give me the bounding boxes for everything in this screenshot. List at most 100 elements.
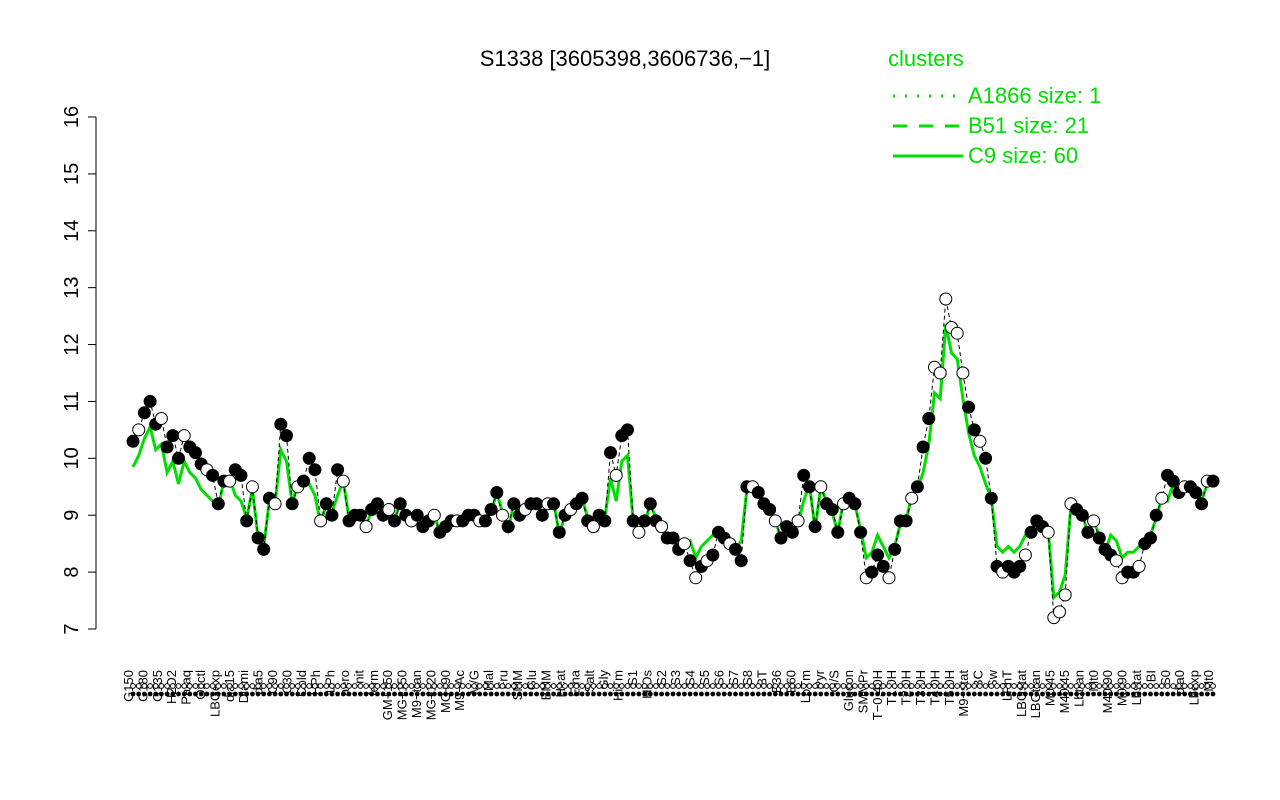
data-point: [729, 542, 742, 556]
rug-mark: [340, 691, 346, 697]
rug-mark: [1051, 691, 1057, 697]
rug-mark: [301, 691, 306, 697]
rug-mark: [267, 691, 272, 697]
data-point: [370, 497, 384, 511]
rug-mark: [710, 691, 716, 697]
rug-mark: [477, 691, 483, 697]
rug-mark: [545, 691, 551, 697]
rug-mark: [488, 683, 495, 689]
data-point: [257, 542, 271, 556]
rug-mark: [226, 683, 233, 689]
rug-mark: [817, 683, 824, 689]
rug-mark: [534, 691, 539, 697]
rug-mark: [352, 691, 358, 697]
y-axis: 7 8 9 10 11 12 13 14 15 16: [61, 106, 97, 635]
rug-mark: [528, 683, 534, 689]
rug-mark: [1187, 683, 1194, 689]
data-point: [308, 463, 322, 477]
rug-mark: [283, 683, 290, 689]
data-point: [189, 446, 202, 460]
rug-mark: [374, 683, 381, 689]
rug-mark: [664, 691, 670, 697]
data-point: [922, 412, 936, 425]
rug-mark: [414, 683, 421, 689]
rug-mark: [1182, 691, 1187, 697]
rug-mark: [591, 691, 596, 697]
data-point: [206, 468, 220, 482]
rug-mark: [829, 683, 836, 689]
legend-entry-c9: C9 size: 60: [968, 143, 1078, 168]
data-point: [234, 468, 248, 482]
rug-mark: [954, 691, 960, 697]
rug-mark: [272, 691, 278, 697]
rug-mark: [778, 683, 784, 689]
rug-mark: [647, 691, 653, 697]
rug-mark: [510, 683, 517, 689]
y-tick-label: 11: [61, 391, 83, 412]
rug-mark: [608, 691, 613, 697]
rug-mark: [892, 691, 898, 697]
rug-mark: [653, 691, 659, 697]
rug-mark: [476, 683, 483, 689]
x-tick-label: C30: [279, 670, 294, 694]
rug-mark: [209, 683, 216, 689]
rug-mark: [1136, 691, 1142, 697]
rug-mark: [636, 691, 642, 697]
data-point: [876, 559, 890, 573]
rug-mark: [625, 691, 630, 697]
rug-mark: [1119, 691, 1125, 697]
rug-mark: [824, 691, 829, 697]
data-point: [854, 525, 868, 539]
rug-mark: [789, 683, 796, 689]
rug-mark: [460, 691, 466, 697]
rug-mark: [1005, 683, 1012, 689]
rug-mark: [977, 683, 983, 689]
rug-mark: [841, 691, 846, 697]
rug-mark: [420, 691, 426, 697]
rug-mark: [1062, 691, 1068, 697]
data-point: [166, 429, 180, 443]
rug-mark: [852, 683, 858, 689]
rug-mark: [857, 683, 864, 689]
x-tick-label: MG+90: [438, 670, 453, 713]
rug-mark: [255, 691, 261, 697]
rug-mark: [636, 683, 642, 689]
rug-mark: [869, 683, 875, 689]
chart-title: S1338 [3605398,3606736,−1]: [480, 46, 771, 71]
x-tick-label: B36: [769, 670, 784, 693]
data-point: [586, 520, 600, 534]
rug-mark: [812, 683, 818, 689]
y-tick-label: 13: [61, 277, 83, 299]
rug-mark: [556, 683, 563, 689]
rug-mark: [227, 691, 233, 697]
rug-mark: [619, 691, 625, 697]
rug-mark: [414, 691, 420, 697]
rug-mark: [1124, 683, 1131, 689]
rug-mark: [142, 691, 147, 697]
rug-mark: [908, 683, 915, 689]
rug-mark: [164, 691, 170, 697]
data-point: [706, 548, 720, 562]
rug-mark: [215, 683, 222, 689]
data-point: [774, 531, 788, 545]
x-tick-label: G/S: [827, 670, 842, 693]
rug-mark: [891, 683, 898, 689]
rug-mark: [1158, 683, 1165, 689]
data-point: [1195, 497, 1209, 511]
rug-mark: [579, 683, 585, 689]
rug-mark: [903, 691, 909, 697]
rug-mark: [932, 691, 937, 697]
rug-mark: [483, 691, 488, 697]
rug-mark: [823, 683, 830, 689]
rug-mark: [755, 683, 762, 689]
rug-mark: [925, 683, 932, 689]
rug-mark: [618, 683, 625, 689]
rug-mark: [659, 691, 664, 697]
rug-mark: [596, 683, 602, 689]
rug-mark: [596, 691, 602, 697]
x-tick-label: C90: [265, 670, 280, 694]
rug-mark: [772, 683, 779, 689]
rug-mark: [1148, 691, 1153, 697]
data-point: [825, 503, 839, 516]
data-point: [240, 514, 254, 528]
